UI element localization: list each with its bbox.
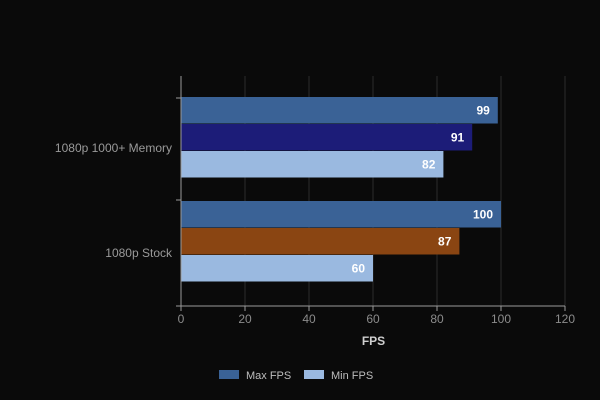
- legend-swatch: [219, 370, 239, 379]
- bars: [181, 97, 501, 282]
- bar: [181, 151, 444, 178]
- bar: [181, 201, 501, 228]
- category-label: 1080p Stock: [105, 246, 173, 260]
- x-tick-label: 0: [178, 312, 185, 326]
- legend-label: Min FPS: [331, 370, 373, 382]
- x-tick-label: 100: [491, 312, 511, 326]
- x-axis-title: FPS: [362, 334, 385, 348]
- legend-swatch: [304, 370, 324, 379]
- legend-label: Max FPS: [246, 370, 291, 382]
- value-labels: 99 91 82 100 87 60: [352, 104, 494, 276]
- bar-value-label: 91: [451, 131, 465, 145]
- legend: Max FPS Min FPS: [219, 370, 373, 382]
- bar-value-label: 60: [352, 262, 366, 276]
- bar: [181, 97, 498, 124]
- x-tick-label: 120: [555, 312, 575, 326]
- x-tick-label: 40: [302, 312, 316, 326]
- bar-value-label: 99: [476, 104, 490, 118]
- bar: [181, 255, 373, 282]
- axes: 0 20 40 60 80 100 120 1080p 1000+ Memory 1080p S…: [55, 76, 575, 326]
- bar-value-label: 100: [473, 208, 493, 222]
- bar: [181, 228, 460, 255]
- bar-value-label: 87: [438, 235, 452, 249]
- bar-value-label: 82: [422, 158, 436, 172]
- x-tick-label: 80: [430, 312, 444, 326]
- category-label: 1080p 1000+ Memory: [55, 141, 172, 155]
- bar: [181, 124, 473, 151]
- x-tick-label: 60: [366, 312, 380, 326]
- x-tick-label: 20: [238, 312, 252, 326]
